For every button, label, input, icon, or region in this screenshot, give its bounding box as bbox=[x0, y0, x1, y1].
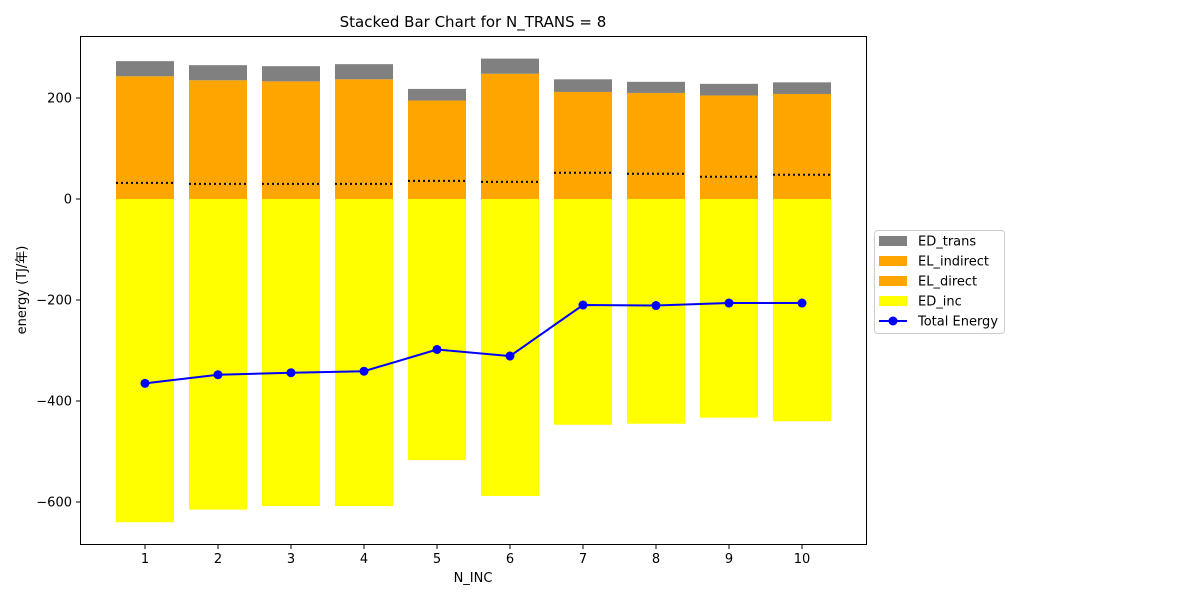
bar-el-direct-4 bbox=[335, 183, 393, 199]
y-tick-label-2: −200 bbox=[36, 294, 72, 309]
bar-ed-inc-1 bbox=[116, 199, 174, 523]
x-tick-label-2: 2 bbox=[214, 552, 222, 567]
bar-ed-inc-6 bbox=[481, 199, 539, 496]
legend-swatch-ed-inc bbox=[879, 296, 907, 306]
legend-swatch-el-indirect bbox=[879, 256, 907, 266]
bar-ed-inc-3 bbox=[262, 199, 320, 507]
bar-el-direct-5 bbox=[408, 180, 466, 199]
bar-ed-trans-5 bbox=[408, 88, 466, 101]
bar-el-direct-3 bbox=[262, 183, 320, 199]
legend-label-total-energy: Total Energy bbox=[917, 315, 998, 330]
bar-el-direct-8 bbox=[627, 173, 685, 199]
y-tick-label-0: 200 bbox=[47, 92, 72, 107]
bar-el-indirect-4 bbox=[335, 79, 393, 184]
bar-el-indirect-9 bbox=[700, 95, 758, 177]
bar-ed-inc-5 bbox=[408, 199, 466, 461]
bar-el-direct-7 bbox=[554, 172, 612, 199]
total-energy-line bbox=[144, 302, 802, 385]
chart-title: Stacked Bar Chart for N_TRANS = 8 bbox=[340, 13, 607, 32]
bar-el-direct-6 bbox=[481, 181, 539, 199]
bar-ed-trans-2 bbox=[189, 65, 247, 81]
bar-el-direct-10 bbox=[773, 174, 831, 199]
bar-ed-trans-8 bbox=[627, 81, 685, 93]
total-energy-point-5 bbox=[432, 344, 442, 354]
total-energy-point-6 bbox=[505, 351, 515, 361]
legend-swatch-marker bbox=[888, 316, 898, 326]
x-tick-label-5: 5 bbox=[433, 552, 441, 567]
bar-el-indirect-6 bbox=[481, 73, 539, 182]
bar-ed-trans-9 bbox=[700, 83, 758, 96]
bar-el-indirect-10 bbox=[773, 93, 831, 175]
x-tick-label-1: 1 bbox=[141, 552, 149, 567]
bar-el-indirect-1 bbox=[116, 76, 174, 183]
legend-swatch-el-direct bbox=[879, 276, 907, 286]
bar-el-direct-9 bbox=[700, 176, 758, 199]
x-tick-label-9: 9 bbox=[725, 552, 733, 567]
legend-label-el-direct: EL_direct bbox=[918, 275, 977, 290]
x-tick-label-8: 8 bbox=[652, 552, 660, 567]
legend: ED_trans EL_indirect EL_direct ED_inc Total … bbox=[874, 230, 1005, 334]
total-energy-point-10 bbox=[797, 298, 807, 308]
y-axis-label: energy (TJ/年) bbox=[15, 246, 30, 335]
total-energy-point-2 bbox=[213, 370, 223, 380]
total-energy-point-1 bbox=[140, 378, 150, 388]
legend-label-el-indirect: EL_indirect bbox=[918, 255, 989, 270]
x-tick-label-10: 10 bbox=[794, 552, 811, 567]
bars-layer bbox=[116, 58, 831, 523]
total-energy-point-9 bbox=[724, 298, 734, 308]
bar-ed-inc-8 bbox=[627, 199, 685, 424]
bar-el-indirect-5 bbox=[408, 100, 466, 181]
plot-area-frame bbox=[80, 36, 867, 545]
bar-ed-trans-10 bbox=[773, 82, 831, 94]
legend-label-ed-inc: ED_inc bbox=[918, 295, 962, 310]
total-energy-point-8 bbox=[651, 301, 661, 311]
bar-ed-trans-3 bbox=[262, 66, 320, 82]
bar-ed-trans-7 bbox=[554, 79, 612, 92]
bar-ed-inc-4 bbox=[335, 199, 393, 507]
bar-el-indirect-8 bbox=[627, 92, 685, 174]
x-tick-label-7: 7 bbox=[579, 552, 587, 567]
bar-ed-inc-9 bbox=[700, 199, 758, 418]
bar-ed-inc-2 bbox=[189, 199, 247, 510]
bar-el-indirect-2 bbox=[189, 80, 247, 184]
bar-ed-inc-7 bbox=[554, 199, 612, 425]
total-energy-point-7 bbox=[578, 300, 588, 310]
legend-swatch-ed-trans bbox=[879, 236, 907, 246]
bar-ed-trans-4 bbox=[335, 64, 393, 80]
ticks-layer: 1 2 3 4 5 6 7 8 9 10 200 0 −200 −400 −600 bbox=[36, 92, 810, 568]
x-tick-label-3: 3 bbox=[287, 552, 295, 567]
x-tick-label-6: 6 bbox=[506, 552, 514, 567]
legend-label-ed-trans: ED_trans bbox=[918, 235, 976, 250]
total-energy-layer bbox=[140, 298, 807, 388]
y-tick-label-1: 0 bbox=[64, 193, 72, 208]
bar-ed-trans-1 bbox=[116, 61, 174, 77]
y-tick-label-3: −400 bbox=[36, 395, 72, 410]
bar-el-direct-1 bbox=[116, 182, 174, 199]
bar-el-direct-2 bbox=[189, 183, 247, 199]
x-axis-label: N_INC bbox=[454, 571, 493, 586]
y-tick-label-4: −600 bbox=[36, 496, 72, 511]
total-energy-point-4 bbox=[359, 366, 369, 376]
bar-el-indirect-7 bbox=[554, 91, 612, 173]
bar-ed-inc-10 bbox=[773, 199, 831, 422]
bar-ed-trans-6 bbox=[481, 58, 539, 74]
bar-el-indirect-3 bbox=[262, 81, 320, 184]
total-energy-point-3 bbox=[286, 368, 296, 378]
x-tick-label-4: 4 bbox=[360, 552, 368, 567]
